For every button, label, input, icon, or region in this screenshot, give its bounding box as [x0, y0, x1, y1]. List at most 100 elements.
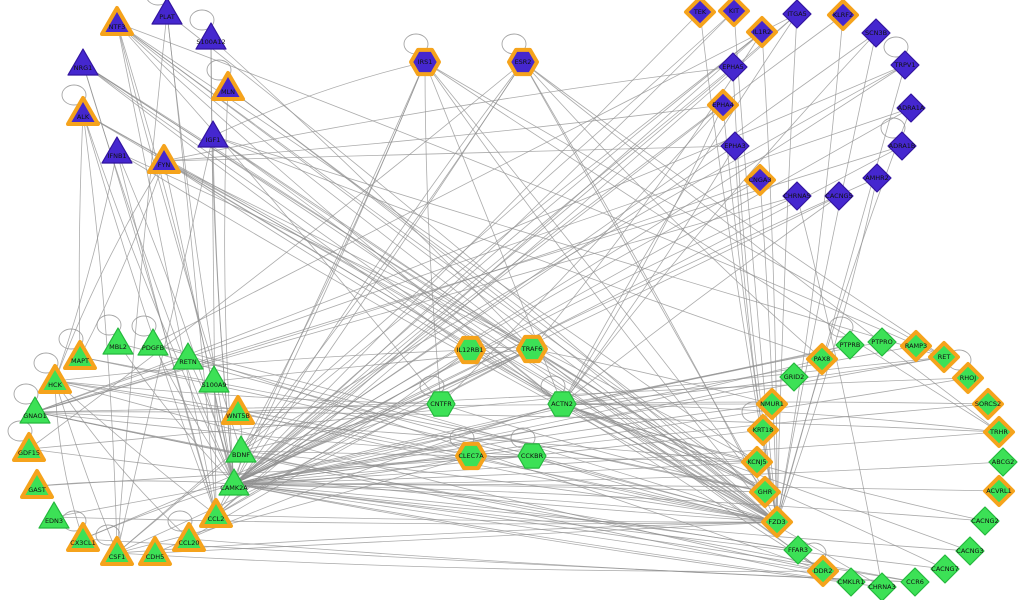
- node-ALK[interactable]: ALK: [66, 96, 100, 126]
- node-IGF1[interactable]: IGF1: [197, 120, 229, 148]
- node-SORCS2[interactable]: SORCS2: [972, 388, 1004, 420]
- node-IL12RB1[interactable]: IL12RB1: [454, 335, 486, 365]
- node-shape-CHRNA3[interactable]: [867, 572, 897, 600]
- node-shape-KLRF2-highlighted[interactable]: [827, 0, 859, 31]
- node-shape-BDNF[interactable]: [225, 435, 257, 463]
- node-shape-DDR2-highlighted[interactable]: [807, 555, 839, 587]
- node-shape-KRT18-highlighted[interactable]: [747, 414, 779, 446]
- node-IL1R2[interactable]: IL1R2: [746, 16, 778, 48]
- node-shape-TEK-highlighted[interactable]: [684, 0, 716, 28]
- node-shape-KCNJ5-highlighted[interactable]: [741, 446, 773, 478]
- node-shape-EDN3[interactable]: [38, 501, 70, 529]
- node-shape-IGF1[interactable]: [197, 120, 229, 148]
- node-MLN[interactable]: MLN: [211, 71, 245, 101]
- node-CHRNA3[interactable]: CHRNA3: [867, 572, 897, 600]
- node-shape-PDGFB[interactable]: [137, 328, 169, 356]
- node-shape-ALK-highlighted[interactable]: [66, 96, 100, 126]
- node-shape-CCKBR[interactable]: [517, 443, 547, 469]
- node-shape-NMUR1-highlighted[interactable]: [756, 388, 788, 420]
- node-CCR6[interactable]: CCR6: [900, 567, 930, 597]
- node-PTPRB[interactable]: PTPRB: [835, 330, 865, 360]
- node-shape-ABCG2[interactable]: [988, 447, 1018, 477]
- node-shape-CCL2-highlighted[interactable]: [199, 498, 233, 528]
- node-shape-MAPT-highlighted[interactable]: [63, 340, 97, 370]
- node-shape-GNAO1[interactable]: [19, 396, 51, 424]
- node-shape-GDF15-highlighted[interactable]: [12, 432, 46, 462]
- node-shape-CAMK2A[interactable]: [218, 468, 250, 496]
- node-shape-IL12RB1-highlighted[interactable]: [454, 335, 486, 365]
- node-shape-CLEC7A-highlighted[interactable]: [455, 441, 487, 471]
- node-S100A12[interactable]: S100A12: [195, 22, 227, 50]
- node-ESR2[interactable]: ESR2: [507, 47, 539, 77]
- node-shape-ACVRL1-highlighted[interactable]: [983, 475, 1015, 507]
- node-shape-MBL2[interactable]: [102, 327, 134, 355]
- node-ADRA1B[interactable]: ADRA1B: [887, 131, 917, 161]
- node-shape-MLN-highlighted[interactable]: [211, 71, 245, 101]
- node-shape-CACNG7[interactable]: [930, 554, 960, 584]
- node-shape-CACNG5[interactable]: [824, 181, 854, 211]
- node-shape-HCK-highlighted[interactable]: [38, 364, 72, 394]
- node-GNAO1[interactable]: GNAO1: [19, 396, 51, 424]
- node-RHOJ[interactable]: RHOJ: [952, 362, 984, 394]
- node-IRS1[interactable]: IRS1: [409, 47, 441, 77]
- node-RETN[interactable]: RETN: [172, 342, 204, 370]
- node-shape-FFAR3[interactable]: [783, 535, 813, 565]
- node-shape-FYN-highlighted[interactable]: [147, 144, 181, 174]
- node-shape-TRHR-highlighted[interactable]: [983, 416, 1015, 448]
- node-CACNG5[interactable]: CACNG5: [824, 181, 854, 211]
- node-shape-AMHR2[interactable]: [862, 163, 892, 193]
- node-shape-EPHA3[interactable]: [720, 131, 750, 161]
- node-ACVRL1[interactable]: ACVRL1: [983, 475, 1015, 507]
- node-ITGA5[interactable]: ITGA5: [782, 0, 812, 29]
- node-shape-CSF1-highlighted[interactable]: [100, 536, 134, 566]
- node-CACNG7[interactable]: CACNG7: [930, 554, 960, 584]
- node-shape-PAX8-highlighted[interactable]: [806, 343, 838, 375]
- node-ABCG2[interactable]: ABCG2: [988, 447, 1018, 477]
- node-GRID2[interactable]: GRID2: [779, 362, 809, 392]
- node-shape-CNTFR[interactable]: [426, 391, 456, 417]
- node-shape-TRPV1[interactable]: [890, 50, 920, 80]
- node-shape-CNGA3-highlighted[interactable]: [744, 164, 776, 196]
- node-GDF15[interactable]: GDF15: [12, 432, 46, 462]
- node-CCL2[interactable]: CCL2: [199, 498, 233, 528]
- node-shape-S100A12[interactable]: [195, 22, 227, 50]
- node-shape-SCN3B[interactable]: [861, 18, 891, 48]
- node-NTF3[interactable]: NTF3: [100, 6, 134, 36]
- node-shape-CMKLR1[interactable]: [836, 567, 866, 597]
- node-TRPV1[interactable]: TRPV1: [890, 50, 920, 80]
- node-CNTFR[interactable]: CNTFR: [426, 391, 456, 417]
- node-shape-S100A9[interactable]: [198, 365, 230, 393]
- node-shape-RAMP3-highlighted[interactable]: [900, 330, 932, 362]
- node-shape-PTPRO[interactable]: [867, 327, 897, 357]
- node-shape-IL1R2-highlighted[interactable]: [746, 16, 778, 48]
- node-shape-EPHA4-highlighted[interactable]: [707, 89, 739, 121]
- node-KRT18[interactable]: KRT18: [747, 414, 779, 446]
- node-RET[interactable]: RET: [928, 341, 960, 373]
- node-CX3CL1[interactable]: CX3CL1: [66, 522, 100, 552]
- node-shape-RHOJ-highlighted[interactable]: [952, 362, 984, 394]
- node-shape-CDH5-highlighted[interactable]: [138, 536, 172, 566]
- node-MAPT[interactable]: MAPT: [63, 340, 97, 370]
- node-shape-IRS1-highlighted[interactable]: [409, 47, 441, 77]
- node-KLRF2[interactable]: KLRF2: [827, 0, 859, 31]
- node-TRAF6[interactable]: TRAF6: [516, 334, 548, 364]
- node-shape-TRAF6-highlighted[interactable]: [516, 334, 548, 364]
- node-CACNG3[interactable]: CACNG3: [955, 536, 985, 566]
- node-shape-PTPRB[interactable]: [835, 330, 865, 360]
- node-shape-WNT5B-highlighted[interactable]: [221, 395, 255, 425]
- node-PDGFB[interactable]: PDGFB: [137, 328, 169, 356]
- node-MBL2[interactable]: MBL2: [102, 327, 134, 355]
- node-shape-ADRA1B[interactable]: [887, 131, 917, 161]
- node-shape-CCL20-highlighted[interactable]: [172, 522, 206, 552]
- node-TRHR[interactable]: TRHR: [983, 416, 1015, 448]
- node-shape-CHRNA5[interactable]: [782, 181, 812, 211]
- node-PLAT[interactable]: PLAT: [151, 0, 183, 25]
- node-shape-CX3CL1-highlighted[interactable]: [66, 522, 100, 552]
- node-shape-RET-highlighted[interactable]: [928, 341, 960, 373]
- node-shape-GHR-highlighted[interactable]: [749, 476, 781, 508]
- node-shape-ITGA5[interactable]: [782, 0, 812, 29]
- node-CLEC7A[interactable]: CLEC7A: [455, 441, 487, 471]
- node-shape-IFNB1[interactable]: [101, 136, 133, 164]
